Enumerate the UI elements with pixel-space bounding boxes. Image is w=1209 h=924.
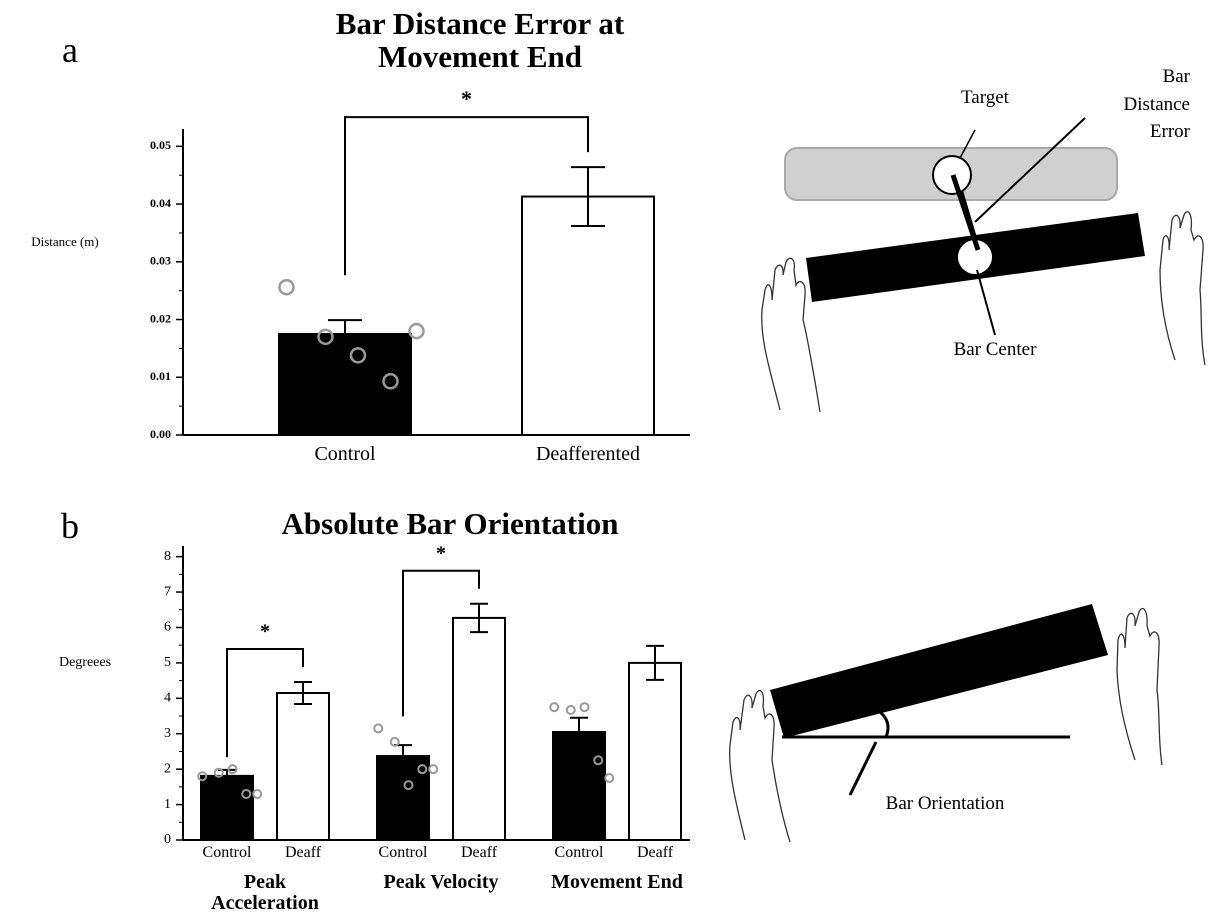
y-axis-label: Distance (m) bbox=[31, 234, 99, 249]
bar bbox=[628, 661, 682, 841]
data-point bbox=[278, 278, 295, 296]
group-label: Peak Velocity bbox=[383, 871, 499, 893]
bar bbox=[376, 755, 430, 841]
y-tick-label: 4 bbox=[164, 691, 171, 706]
error-line bbox=[950, 174, 981, 251]
significance-label: * bbox=[436, 542, 446, 564]
significance-label: * bbox=[260, 621, 270, 643]
significance-bracket bbox=[226, 648, 304, 758]
data-point bbox=[252, 788, 263, 799]
bar bbox=[452, 616, 506, 841]
leader bbox=[974, 117, 1086, 223]
group-label: Movement End bbox=[551, 871, 683, 893]
chart-title: Bar Distance Error at Movement End bbox=[335, 6, 625, 74]
diagram-label: Bar Orientation bbox=[885, 793, 1005, 814]
error-bar bbox=[470, 602, 488, 634]
data-point bbox=[389, 736, 400, 747]
diagram-distance bbox=[761, 117, 1206, 413]
significance-label: * bbox=[461, 86, 472, 111]
x-tick-label: Control bbox=[202, 844, 252, 861]
leader bbox=[976, 269, 996, 336]
data-point bbox=[213, 767, 224, 778]
y-tick-label: 0 bbox=[164, 832, 171, 847]
y-tick-label: 1 bbox=[164, 797, 171, 812]
center-circle bbox=[958, 240, 992, 274]
angle-arc bbox=[878, 710, 890, 738]
bar bbox=[552, 730, 606, 842]
y-tick-label: 0.02 bbox=[150, 311, 171, 325]
data-point bbox=[417, 764, 428, 775]
y-tick-label: 0.03 bbox=[150, 254, 171, 268]
data-point bbox=[373, 723, 384, 734]
x-tick-label: Deaff bbox=[284, 844, 322, 861]
x-tick-label: Control bbox=[314, 443, 376, 465]
x-tick-label: Deaff bbox=[636, 844, 674, 861]
leader bbox=[959, 129, 976, 159]
leader bbox=[848, 741, 878, 796]
diagram-orientation bbox=[729, 604, 1163, 843]
hand bbox=[761, 257, 821, 413]
data-point bbox=[604, 773, 615, 784]
error-bar bbox=[646, 644, 664, 681]
data-point bbox=[197, 771, 208, 782]
data-point bbox=[382, 373, 399, 390]
data-point bbox=[579, 702, 590, 713]
y-axis-label: Degreees bbox=[58, 655, 112, 670]
data-point bbox=[408, 322, 425, 340]
error-bar bbox=[570, 716, 588, 748]
data-point bbox=[227, 764, 238, 775]
y-tick-label: 7 bbox=[164, 584, 171, 599]
diagram-label: Target bbox=[961, 87, 1009, 108]
x-tick-label: Deaff bbox=[460, 844, 498, 861]
data-point bbox=[317, 328, 334, 346]
significance-bracket bbox=[402, 569, 480, 717]
data-point bbox=[593, 755, 604, 766]
target-circle bbox=[932, 155, 972, 195]
y-tick-label: 0.04 bbox=[150, 196, 171, 210]
hand bbox=[729, 689, 791, 843]
y-tick-label: 6 bbox=[164, 620, 171, 635]
data-point bbox=[428, 764, 439, 775]
group-label: Peak Acceleration bbox=[211, 871, 319, 914]
diagram-label: Bar Center bbox=[953, 339, 1037, 360]
panel-label: a bbox=[62, 30, 78, 70]
y-tick-label: 0.05 bbox=[150, 138, 171, 152]
x-tick-label: Control bbox=[554, 844, 604, 861]
panel-label: b bbox=[61, 506, 79, 546]
data-point bbox=[565, 705, 576, 716]
y-tick-label: 0.00 bbox=[150, 427, 171, 441]
x-tick-label: Deafferented bbox=[535, 443, 640, 465]
y-tick-label: 2 bbox=[164, 761, 171, 776]
y-tick-label: 5 bbox=[164, 655, 171, 670]
y-tick-label: 0.01 bbox=[150, 369, 171, 383]
error-bar bbox=[294, 681, 312, 705]
diagram-label: Bar Distance Error bbox=[1123, 66, 1190, 143]
y-tick-label: 3 bbox=[164, 726, 171, 741]
hand bbox=[1116, 607, 1163, 766]
error-bar bbox=[571, 166, 605, 227]
bar bbox=[200, 774, 254, 841]
bar-shape bbox=[770, 604, 1108, 738]
data-point bbox=[403, 780, 414, 791]
data-point bbox=[349, 347, 367, 364]
x-tick-label: Control bbox=[378, 844, 428, 861]
hand bbox=[1159, 211, 1206, 366]
y-tick-label: 8 bbox=[164, 549, 171, 564]
chart-title: Absolute Bar Orientation bbox=[281, 506, 619, 541]
data-point bbox=[241, 788, 252, 799]
data-point bbox=[549, 702, 560, 713]
bar bbox=[278, 332, 412, 436]
significance-bracket bbox=[344, 116, 589, 276]
bar bbox=[521, 195, 655, 436]
bar bbox=[276, 692, 330, 841]
